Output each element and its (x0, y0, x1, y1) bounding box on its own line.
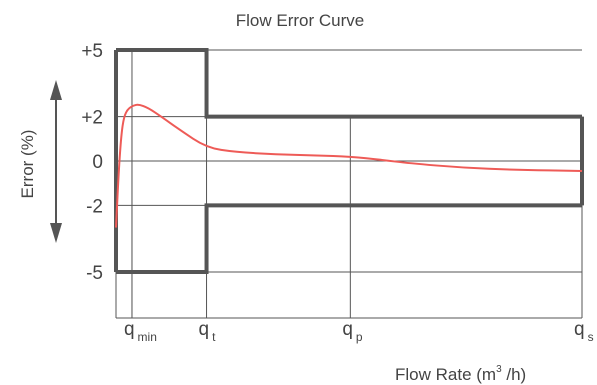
x-tick-main: q (342, 319, 353, 340)
error-series (115, 103, 583, 228)
x-axis-label-text: Flow Rate (m (395, 365, 496, 384)
y-axis-label-group: Error (%) (18, 80, 62, 243)
envelope-upper-limit (116, 48, 582, 119)
x-tick-subscript: t (212, 330, 216, 344)
x-tick-labels: q min q t q p q s (124, 319, 594, 344)
x-tick-label: q min (124, 319, 157, 344)
chart-title: Flow Error Curve (236, 11, 364, 30)
y-tick-label: -5 (86, 263, 103, 284)
x-tick-subscript: p (356, 330, 363, 344)
y-axis-arrow-up-icon (50, 80, 62, 100)
x-axis-label-superscript: 3 (496, 364, 502, 375)
y-axis-label: Error (%) (18, 130, 37, 199)
error-curve-line (115, 103, 583, 228)
x-axis-label-tail: /h) (502, 365, 527, 384)
y-tick-label: -2 (86, 196, 103, 217)
x-tick-main: q (574, 319, 585, 340)
y-tick-label: +5 (81, 41, 103, 62)
accuracy-envelope (114, 48, 584, 274)
y-tick-labels: +5 +2 0 -2 -5 (81, 41, 103, 284)
x-tick-main: q (199, 319, 210, 340)
x-tick-subscript: s (588, 330, 594, 344)
x-tick-main: q (124, 319, 135, 340)
x-tick-subscript: min (138, 330, 157, 344)
envelope-lower-limit (116, 203, 582, 274)
x-axis-label: Flow Rate (m3 /h) (395, 364, 526, 384)
y-axis-arrow-down-icon (50, 223, 62, 243)
y-tick-label: +2 (81, 108, 103, 129)
gridlines (115, 49, 583, 319)
y-tick-label: 0 (92, 152, 103, 173)
